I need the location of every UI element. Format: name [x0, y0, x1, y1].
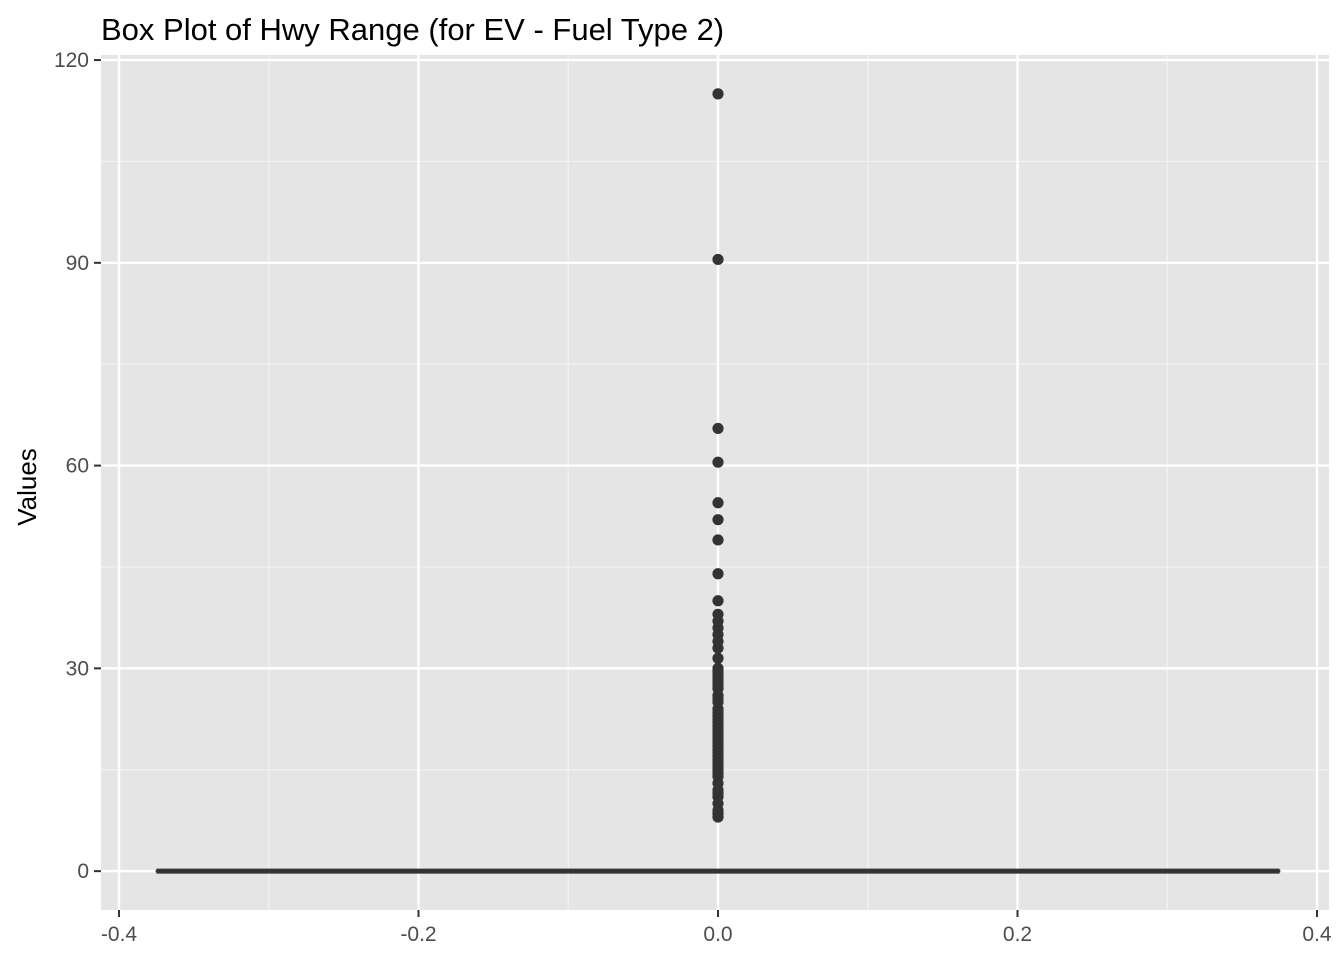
y-axis-title: Values	[12, 448, 42, 526]
outlier-point	[712, 608, 724, 620]
x-tick-label: 0.4	[1302, 923, 1332, 946]
outlier-point	[712, 422, 724, 435]
outlier-point	[712, 497, 724, 509]
x-tick-label: 0.0	[703, 923, 732, 946]
outlier-point	[712, 534, 724, 546]
plot-layer: 0 30 60 90 120 -0.4 -0.2 0.0 0.2 0.4	[54, 49, 1332, 946]
outlier-point	[712, 652, 724, 664]
outlier-point	[712, 514, 724, 526]
y-tick-label: 120	[54, 49, 89, 72]
x-tick-label: 0.2	[1003, 923, 1032, 946]
outlier-point	[712, 456, 724, 468]
x-tick-label: -0.2	[400, 923, 436, 946]
x-tick-label: -0.4	[101, 923, 138, 946]
outlier-point	[712, 595, 724, 607]
outlier-point	[712, 662, 724, 674]
y-tick-label: 90	[66, 252, 89, 275]
outlier-point	[712, 568, 724, 580]
chart-title: Box Plot of Hwy Range (for EV - Fuel Typ…	[101, 12, 724, 47]
y-tick-label: 30	[66, 657, 89, 680]
y-tick-label: 0	[77, 860, 89, 883]
outlier-point	[712, 88, 724, 100]
outlier-point	[712, 253, 724, 266]
y-tick-label: 60	[66, 455, 89, 478]
